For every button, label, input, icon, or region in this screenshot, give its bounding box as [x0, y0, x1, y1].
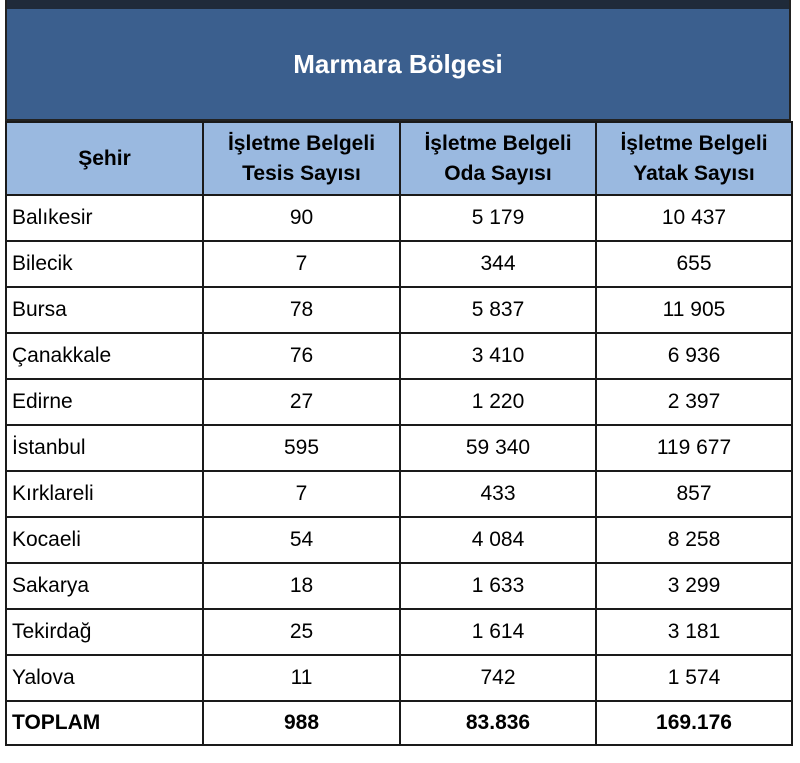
- header-row: Şehir İşletme Belgeli Tesis Sayısı İşlet…: [5, 121, 793, 196]
- facilities-cell: 27: [202, 378, 401, 426]
- region-table-container: Marmara Bölgesi Şehir İşletme Belgeli Te…: [5, 0, 793, 746]
- header-facilities-line2: Tesis Sayısı: [242, 161, 361, 185]
- table-row: Çanakkale 76 3 410 6 936: [5, 332, 793, 380]
- table-title: Marmara Bölgesi: [5, 9, 791, 121]
- beds-cell: 2 397: [595, 378, 793, 426]
- header-rooms-line1: İşletme Belgeli: [424, 131, 572, 155]
- city-cell: Balıkesir: [5, 194, 204, 242]
- rooms-cell: 59 340: [399, 424, 597, 472]
- city-cell: Tekirdağ: [5, 608, 204, 656]
- beds-cell: 119 677: [595, 424, 793, 472]
- city-cell: Bilecik: [5, 240, 204, 288]
- city-cell: Edirne: [5, 378, 204, 426]
- rooms-cell: 3 410: [399, 332, 597, 380]
- table-row: Balıkesir 90 5 179 10 437: [5, 194, 793, 242]
- beds-cell: 3 299: [595, 562, 793, 610]
- facilities-cell: 595: [202, 424, 401, 472]
- rooms-cell: 1 614: [399, 608, 597, 656]
- beds-cell: 8 258: [595, 516, 793, 564]
- header-facilities: İşletme Belgeli Tesis Sayısı: [202, 121, 401, 196]
- beds-cell: 6 936: [595, 332, 793, 380]
- city-cell: Kırklareli: [5, 470, 204, 518]
- facilities-cell: 11: [202, 654, 401, 702]
- rooms-cell: 344: [399, 240, 597, 288]
- facilities-cell: 7: [202, 470, 401, 518]
- rooms-cell: 433: [399, 470, 597, 518]
- total-facilities: 988: [202, 700, 401, 746]
- city-cell: Kocaeli: [5, 516, 204, 564]
- city-cell: Bursa: [5, 286, 204, 334]
- header-beds-line2: Yatak Sayısı: [633, 161, 755, 185]
- header-beds: İşletme Belgeli Yatak Sayısı: [595, 121, 793, 196]
- header-city: Şehir: [5, 121, 204, 196]
- facilities-cell: 25: [202, 608, 401, 656]
- rooms-cell: 5 837: [399, 286, 597, 334]
- total-rooms: 83.836: [399, 700, 597, 746]
- rooms-cell: 4 084: [399, 516, 597, 564]
- total-beds: 169.176: [595, 700, 793, 746]
- header-city-label: Şehir: [78, 146, 131, 170]
- facilities-cell: 7: [202, 240, 401, 288]
- total-label: TOPLAM: [5, 700, 204, 746]
- statistics-table: Şehir İşletme Belgeli Tesis Sayısı İşlet…: [5, 121, 793, 746]
- beds-cell: 3 181: [595, 608, 793, 656]
- beds-cell: 857: [595, 470, 793, 518]
- header-rooms: İşletme Belgeli Oda Sayısı: [399, 121, 597, 196]
- city-cell: Çanakkale: [5, 332, 204, 380]
- facilities-cell: 90: [202, 194, 401, 242]
- beds-cell: 11 905: [595, 286, 793, 334]
- table-row: Sakarya 18 1 633 3 299: [5, 562, 793, 610]
- table-row: Kocaeli 54 4 084 8 258: [5, 516, 793, 564]
- beds-cell: 1 574: [595, 654, 793, 702]
- facilities-cell: 54: [202, 516, 401, 564]
- top-border-bar: [5, 0, 791, 9]
- city-cell: İstanbul: [5, 424, 204, 472]
- table-row: Kırklareli 7 433 857: [5, 470, 793, 518]
- header-beds-line1: İşletme Belgeli: [620, 131, 768, 155]
- table-row: Yalova 11 742 1 574: [5, 654, 793, 702]
- table-body: Balıkesir 90 5 179 10 437 Bilecik 7 344 655 Bu…: [5, 194, 793, 746]
- city-cell: Sakarya: [5, 562, 204, 610]
- facilities-cell: 78: [202, 286, 401, 334]
- rooms-cell: 5 179: [399, 194, 597, 242]
- facilities-cell: 18: [202, 562, 401, 610]
- total-row: TOPLAM 988 83.836 169.176: [5, 700, 793, 746]
- table-row: İstanbul 595 59 340 119 677: [5, 424, 793, 472]
- city-cell: Yalova: [5, 654, 204, 702]
- table-row: Bilecik 7 344 655: [5, 240, 793, 288]
- header-facilities-line1: İşletme Belgeli: [227, 131, 376, 155]
- rooms-cell: 742: [399, 654, 597, 702]
- rooms-cell: 1 220: [399, 378, 597, 426]
- facilities-cell: 76: [202, 332, 401, 380]
- table-row: Tekirdağ 25 1 614 3 181: [5, 608, 793, 656]
- beds-cell: 655: [595, 240, 793, 288]
- rooms-cell: 1 633: [399, 562, 597, 610]
- table-row: Bursa 78 5 837 11 905: [5, 286, 793, 334]
- table-row: Edirne 27 1 220 2 397: [5, 378, 793, 426]
- header-rooms-line2: Oda Sayısı: [444, 161, 552, 185]
- beds-cell: 10 437: [595, 194, 793, 242]
